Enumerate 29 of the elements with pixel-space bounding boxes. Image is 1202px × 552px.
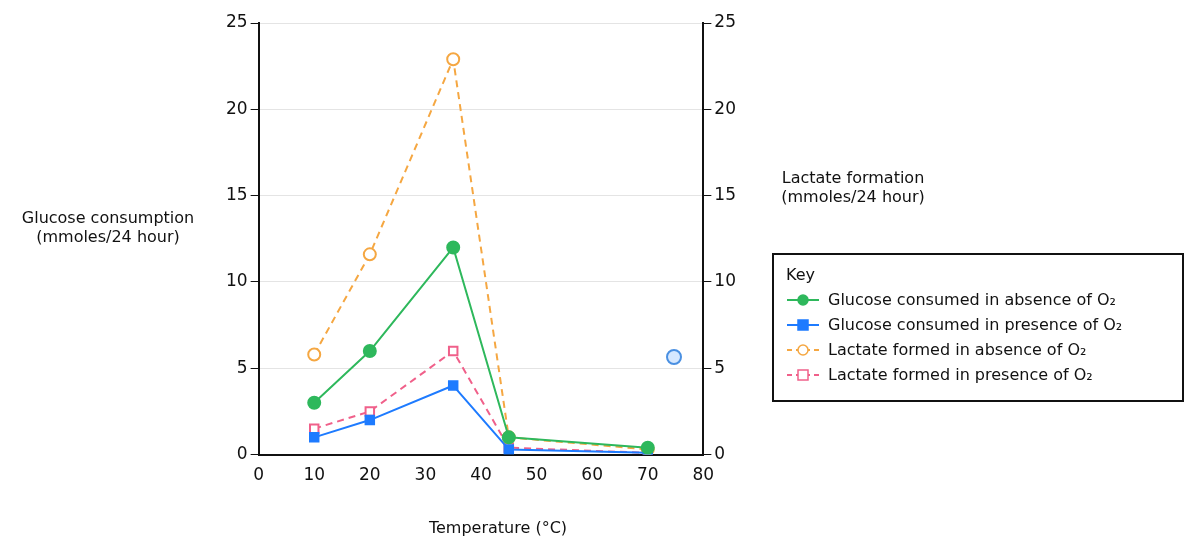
x-tick-label: 60 <box>581 464 603 485</box>
y2-tick-label: 10 <box>714 270 737 291</box>
x-axis-title: Temperature (°C) <box>427 518 569 537</box>
y-tick-label: 25 <box>225 11 248 32</box>
x-tick-label: 0 <box>253 464 265 485</box>
legend-title: Key <box>786 265 816 284</box>
x-tick-label: 80 <box>692 464 715 485</box>
x-tick-label: 10 <box>303 464 326 485</box>
x-tick-label: 70 <box>636 464 659 485</box>
legend-label: Glucose consumed in absence of O₂ <box>828 290 1116 309</box>
y-tick-label: 0 <box>236 443 248 464</box>
y-tick-label: 5 <box>236 356 248 377</box>
y-axis-title: Glucose consumption (mmoles/24 hour) <box>20 208 196 246</box>
y2-tick-label: 25 <box>714 11 737 32</box>
x-tick-label: 30 <box>414 464 437 485</box>
legend-label: Lactate formed in absence of O₂ <box>828 340 1087 359</box>
y-tick-label: 15 <box>225 184 248 205</box>
y2-tick-label: 20 <box>714 97 737 118</box>
y2-tick-label: 0 <box>714 443 726 464</box>
legend-label: Lactate formed in presence of O₂ <box>828 365 1093 384</box>
x-tick-label: 20 <box>359 464 381 485</box>
y2-axis-title: Lactate formation (mmoles/24 hour) <box>780 168 926 206</box>
x-tick-label: 40 <box>470 464 492 485</box>
y2-tick-label: 15 <box>714 184 737 205</box>
legend-label: Glucose consumed in presence of O₂ <box>828 315 1123 334</box>
y2-tick-label: 5 <box>714 356 726 377</box>
x-tick-label: 50 <box>525 464 548 485</box>
y-tick-label: 20 <box>225 97 248 118</box>
y-tick-label: 10 <box>225 270 248 291</box>
